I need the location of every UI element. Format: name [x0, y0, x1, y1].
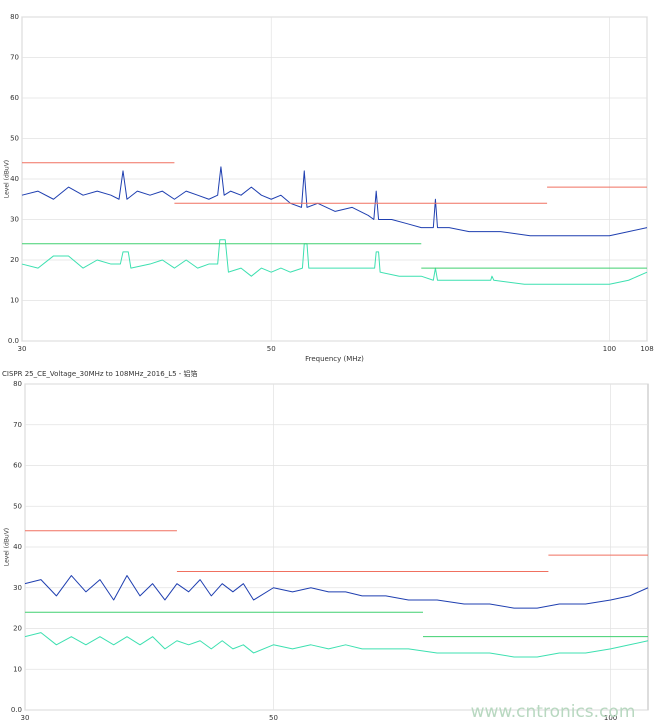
y-tick-label: 80 [10, 13, 19, 21]
x-tick-label: 108 [640, 345, 653, 353]
series-line [25, 611, 648, 638]
y-tick-label: 0.0 [8, 337, 19, 345]
y-tick-label: 0.0 [11, 706, 22, 714]
y-axis-label: Level (dBuV) [4, 528, 11, 566]
y-tick-label: 70 [10, 54, 19, 62]
x-axis-label: Frequency (MHz) [305, 355, 364, 363]
series-line [24, 575, 649, 609]
x-tick-label: 50 [267, 345, 276, 353]
series-line [24, 632, 649, 658]
series-line [25, 530, 648, 572]
x-tick-label: 100 [603, 345, 616, 353]
series-line [22, 162, 647, 204]
y-tick-label: 30 [10, 216, 19, 224]
y-tick-label: 20 [13, 625, 22, 633]
series-line [21, 166, 648, 237]
y-tick-label: 60 [10, 94, 19, 102]
series-line [22, 243, 647, 269]
watermark: www.cntronics.com [471, 702, 636, 722]
y-tick-label: 80 [13, 380, 22, 388]
x-tick-label: 50 [269, 714, 278, 722]
x-tick-label: 30 [18, 345, 27, 353]
y-tick-label: 10 [13, 665, 22, 673]
chart-title: CISPR 25_CE_Voltage_30MHz to 108MHz_2016… [2, 369, 198, 378]
y-axis-label: Level (dBuV) [4, 160, 11, 198]
series-line [21, 239, 648, 285]
x-tick-label: 30 [21, 714, 30, 722]
y-tick-label: 20 [10, 256, 19, 264]
y-tick-label: 50 [13, 502, 22, 510]
y-tick-label: 10 [10, 297, 19, 305]
y-tick-label: 60 [13, 462, 22, 470]
y-tick-label: 50 [10, 135, 19, 143]
y-tick-label: 40 [10, 175, 19, 183]
y-tick-label: 70 [13, 421, 22, 429]
x-tick-label: 100 [604, 714, 617, 722]
y-tick-label: 40 [13, 543, 22, 551]
y-tick-label: 30 [13, 584, 22, 592]
